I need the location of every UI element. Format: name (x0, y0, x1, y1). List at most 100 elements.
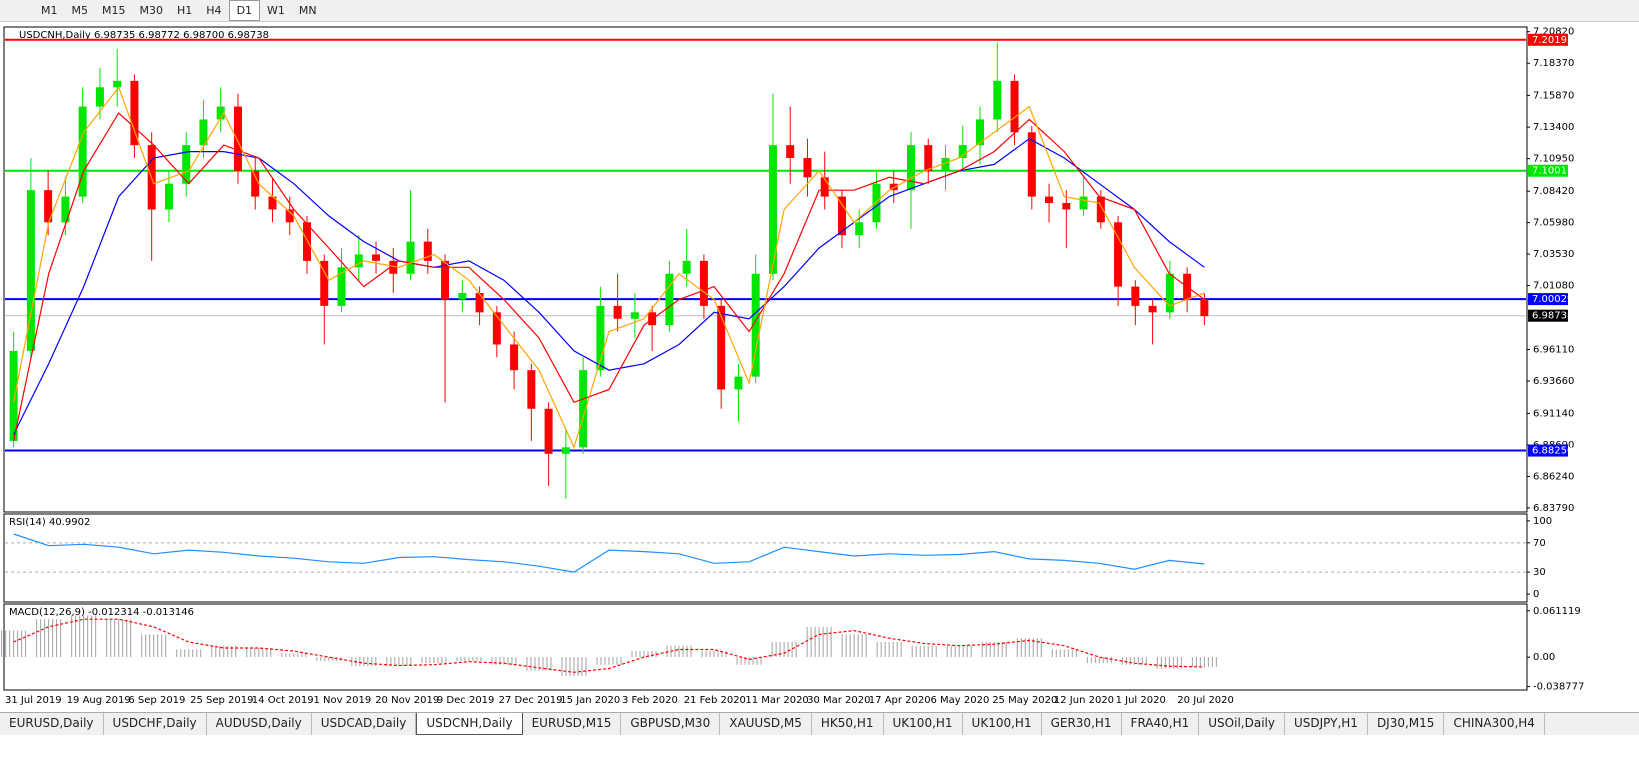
x-tick-label: 25 Sep 2019 (190, 695, 253, 706)
symbol-tab[interactable]: GBPUSD,M30 (621, 713, 721, 735)
symbol-tab[interactable]: UK100,H1 (884, 713, 963, 735)
candle-body (233, 106, 242, 171)
symbol-tab[interactable]: DJ30,M15 (1368, 713, 1445, 735)
moving-average (13, 112, 1205, 442)
candle-body (561, 447, 570, 454)
rsi-panel (3, 513, 1528, 603)
candle-body (389, 260, 398, 274)
candle-body (303, 222, 311, 261)
y-tick-label: 7.20820 (1533, 27, 1574, 38)
candle-body (1079, 196, 1088, 210)
y-tick-label: 6.83790 (1533, 503, 1574, 514)
timeframe-button[interactable]: M1 (41, 4, 58, 17)
timeframe-button[interactable]: M15 (102, 4, 126, 17)
y-tick-label: 0.061119 (1533, 606, 1581, 617)
candle-body (1131, 286, 1140, 306)
x-tick-label: 1 Jul 2020 (1116, 695, 1166, 706)
macd-title: MACD(12,26,9) -0.012314 -0.013146 (9, 607, 194, 618)
candle-body (579, 370, 588, 448)
y-tick-label: 6.86240 (1533, 471, 1574, 482)
level-tag-label: 7.00029 (1532, 294, 1573, 305)
x-tick-label: 12 Jun 2020 (1054, 695, 1114, 706)
candle-body (492, 312, 501, 345)
candle-body (113, 80, 122, 88)
x-tick-label: 9 Dec 2019 (437, 695, 495, 706)
level-tag (1528, 293, 1568, 306)
symbol-tab[interactable]: USDCNH,Daily (416, 713, 523, 735)
x-tick-label: 15 Jan 2020 (560, 695, 620, 706)
symbol-tab[interactable]: UK100,H1 (963, 713, 1042, 735)
y-tick-label: 6.91140 (1533, 408, 1574, 419)
timeframe-button[interactable]: D1 (228, 0, 261, 21)
symbol-tab[interactable]: GER30,H1 (1042, 713, 1122, 735)
candle-body (1165, 273, 1174, 313)
rsi-line (13, 533, 1205, 573)
macd-panel (3, 603, 1528, 691)
macd-signal (13, 618, 1205, 673)
symbol-tab[interactable]: HK50,H1 (812, 713, 884, 735)
candle-body (475, 293, 484, 313)
candle-body (768, 145, 777, 274)
y-tick-label: 7.03530 (1533, 249, 1574, 260)
x-tick-label: 20 Jul 2020 (1177, 695, 1234, 706)
symbol-tab[interactable]: EURUSD,M15 (523, 713, 622, 735)
candle-body (95, 87, 104, 107)
symbol-tab[interactable]: FRA40,H1 (1122, 713, 1200, 735)
candle-body (199, 119, 208, 146)
level-tag (1528, 33, 1568, 46)
candle-body (458, 293, 467, 300)
candle-body (1096, 196, 1105, 223)
candle-body (786, 145, 795, 159)
candle-body (682, 260, 691, 274)
y-tick-label: 7.05980 (1533, 218, 1574, 229)
timeframe-button[interactable]: M5 (71, 4, 89, 17)
x-tick-label: 17 Apr 2020 (869, 695, 931, 706)
candle-body (130, 80, 139, 146)
symbol-tab[interactable]: USDCHF,Daily (104, 713, 207, 735)
candle-body (1045, 196, 1054, 204)
y-tick-label: 7.18370 (1533, 58, 1574, 69)
moving-average (13, 86, 1205, 449)
candle-body (837, 196, 846, 236)
candle-body (216, 106, 225, 120)
timeframe-button[interactable]: H4 (206, 4, 222, 17)
symbol-tab[interactable]: USOil,Daily (1199, 713, 1285, 735)
candle-body (1148, 305, 1157, 313)
x-tick-label: 25 May 2020 (992, 695, 1057, 706)
timeframe-button[interactable]: M30 (139, 4, 164, 17)
last-price-label: 6.98738 (1532, 311, 1573, 322)
x-tick-label: 11 Mar 2020 (745, 695, 808, 706)
symbol-tab[interactable]: USDJPY,H1 (1285, 713, 1368, 735)
candle-body (803, 158, 812, 178)
symbol-tab[interactable]: AUDUSD,Daily (207, 713, 312, 735)
candle-body (1114, 222, 1123, 287)
level-tag (1528, 164, 1568, 177)
candle-body (993, 80, 1002, 120)
candle-body (613, 305, 622, 319)
candle-body (855, 222, 864, 236)
candle-body (78, 106, 87, 197)
candle-body (941, 158, 950, 171)
symbol-tab[interactable]: EURUSD,Daily (0, 713, 104, 735)
symbol-tab[interactable]: USDCAD,Daily (312, 713, 417, 735)
x-tick-label: 1 Nov 2019 (314, 695, 372, 706)
x-tick-label: 21 Feb 2020 (684, 695, 746, 706)
symbol-tab[interactable]: CHINA300,H4 (1444, 713, 1545, 735)
y-tick-label: 0.00 (1533, 652, 1555, 663)
candle-body (1062, 203, 1071, 210)
level-tag (1528, 444, 1568, 457)
symbol-tab[interactable]: XAUUSD,M5 (720, 713, 812, 735)
candle-body (423, 241, 432, 261)
y-tick-label: 7.01080 (1533, 281, 1574, 292)
timeframe-button[interactable]: MN (298, 4, 317, 17)
symbol-tabs: EURUSD,Daily USDCHF,Daily AUDUSD,Daily USDC… (0, 712, 1639, 735)
timeframe-button[interactable]: H1 (177, 4, 193, 17)
candle-body (976, 119, 985, 146)
y-tick-label: 7.15870 (1533, 90, 1574, 101)
candle-body (872, 183, 881, 223)
candle-body (510, 344, 519, 371)
candle-body (320, 260, 329, 306)
timeframe-button[interactable]: W1 (267, 4, 285, 17)
y-tick-label: 7.10950 (1533, 154, 1574, 165)
